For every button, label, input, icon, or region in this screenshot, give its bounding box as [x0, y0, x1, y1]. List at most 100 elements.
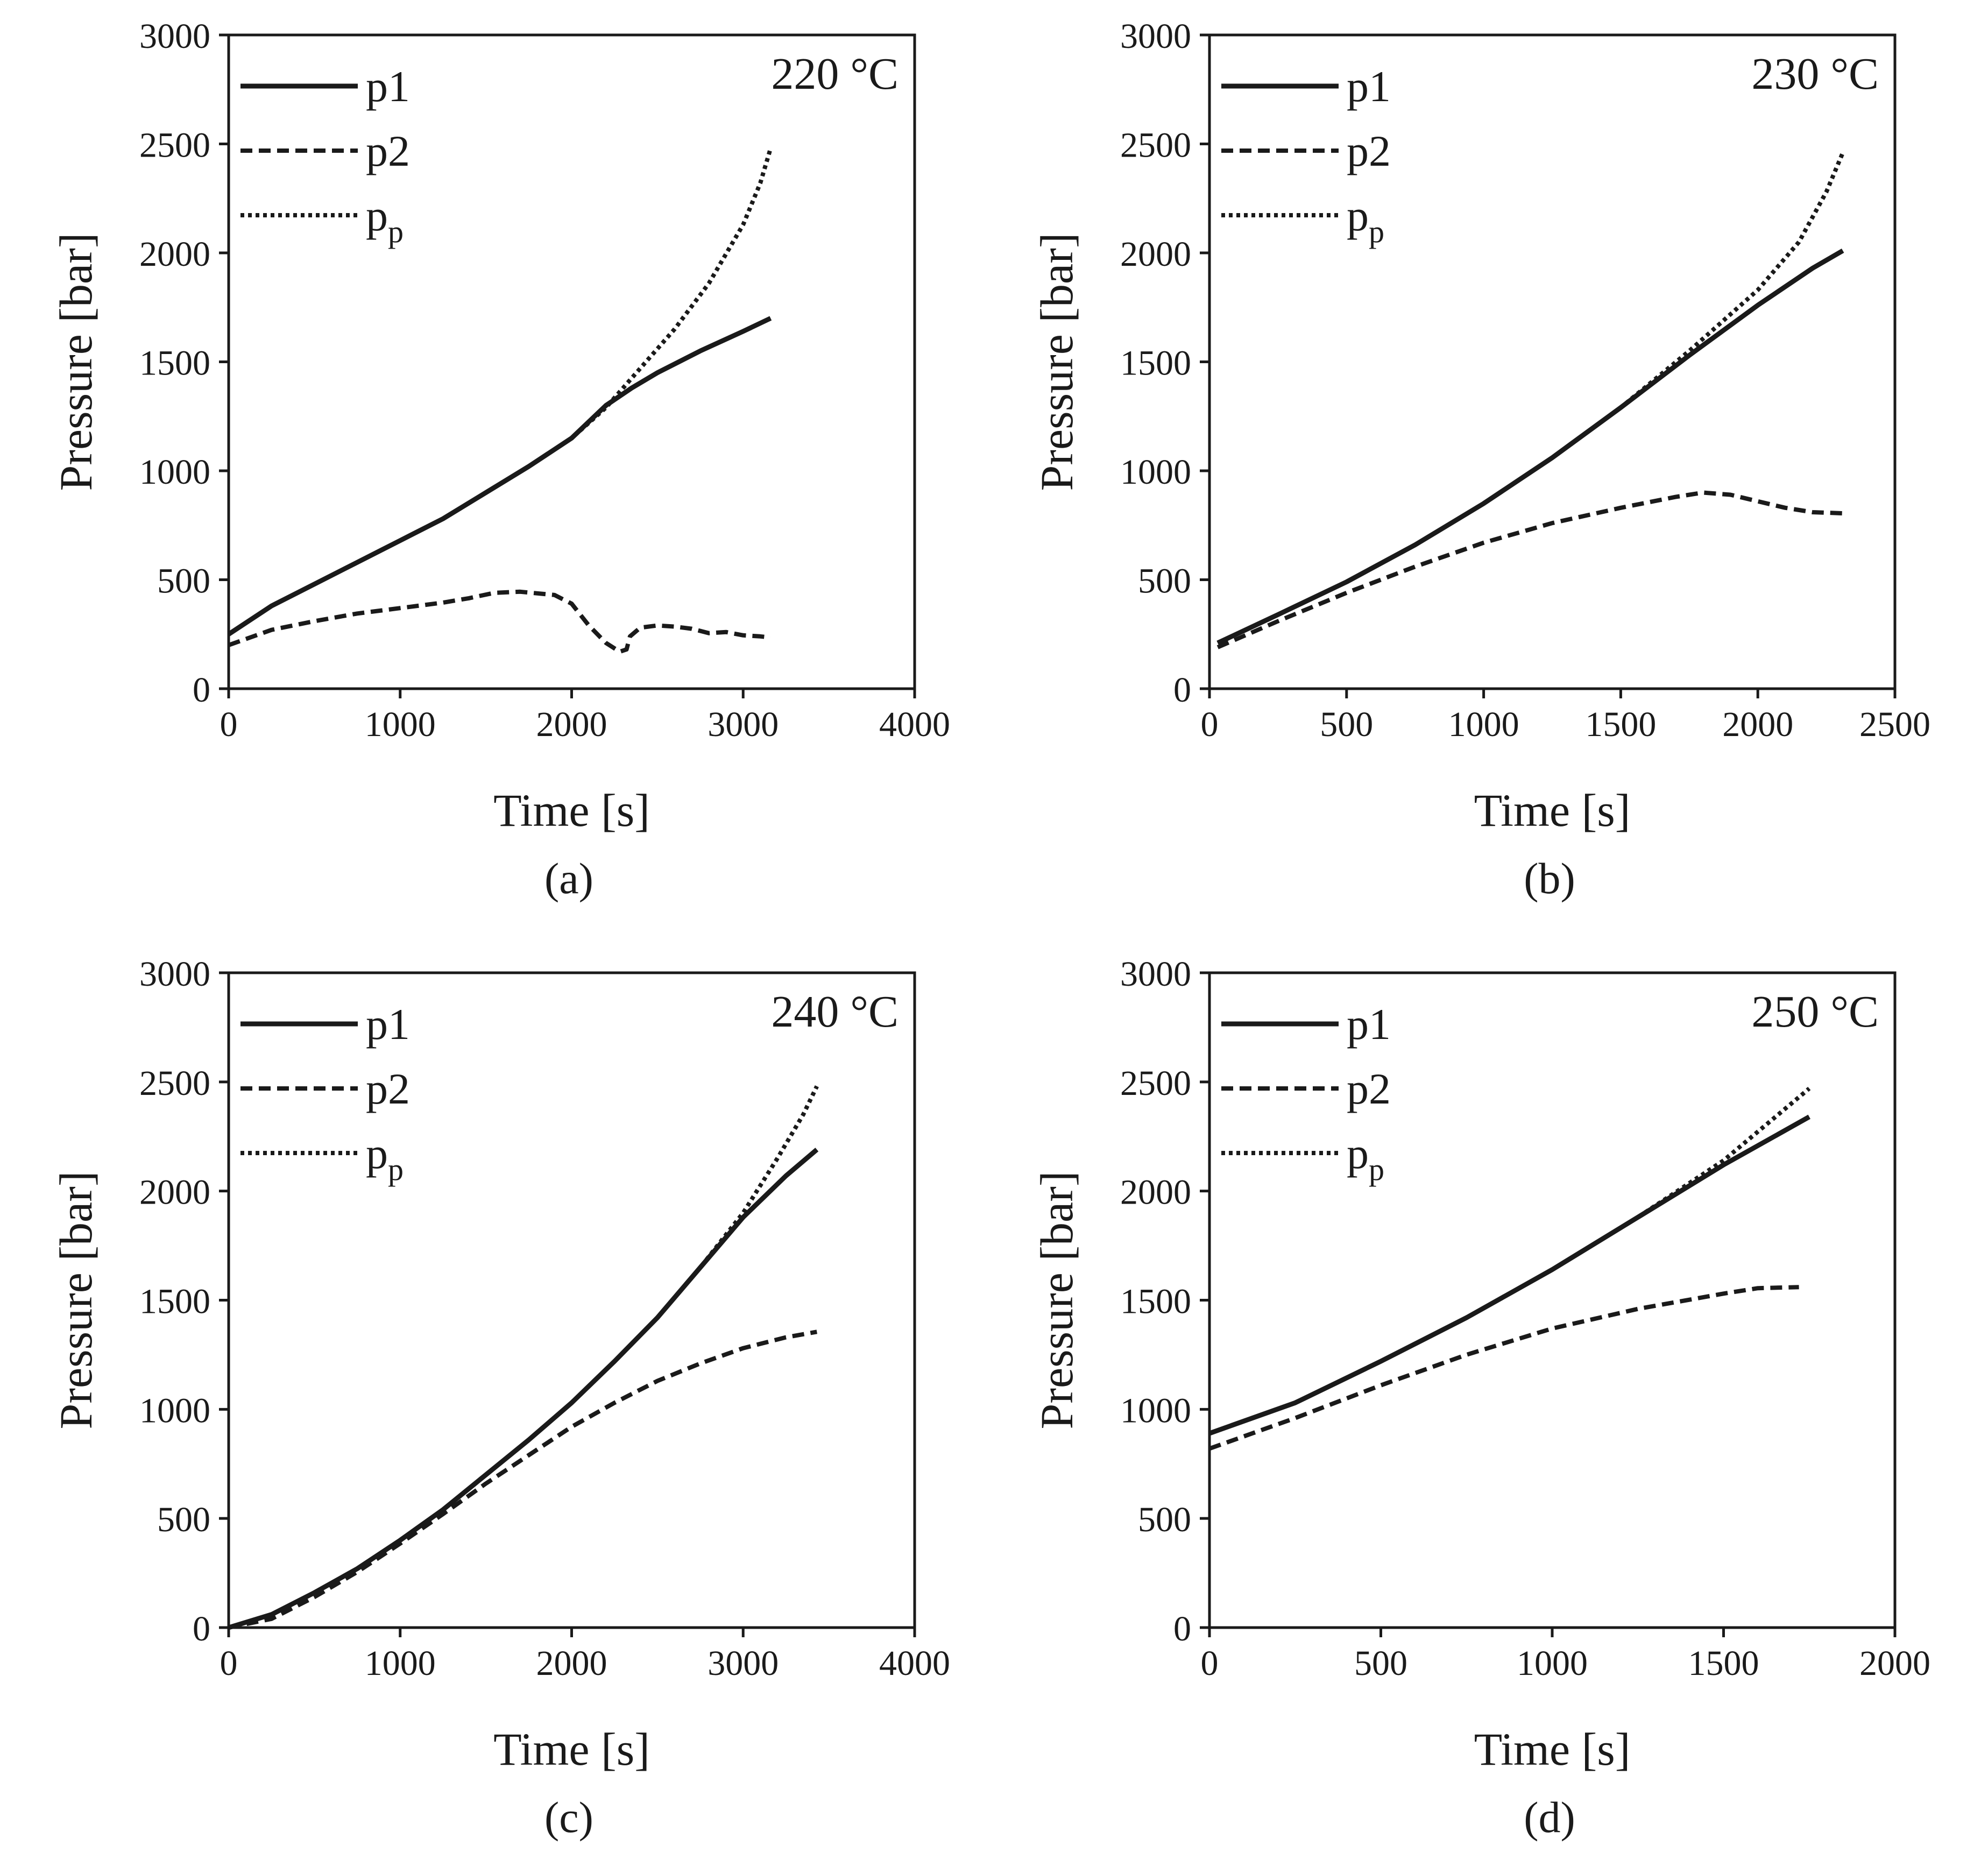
y-axis-title: Pressure [bar] — [1031, 233, 1083, 491]
legend-label-subscript: p — [1369, 1152, 1384, 1187]
x-tick-label: 0 — [220, 705, 238, 744]
series-line-p2 — [1208, 1285, 1799, 1451]
x-tick-label: 1000 — [1448, 705, 1519, 744]
legend-label: p2 — [366, 1064, 410, 1113]
y-tick-label: 3000 — [139, 954, 210, 994]
y-tick-label: 1500 — [1120, 1282, 1191, 1321]
y-axis-title: Pressure [bar] — [1031, 1171, 1083, 1430]
panel-caption: (b) — [1524, 854, 1575, 903]
legend-label: pp — [366, 1129, 404, 1187]
y-tick-label: 2000 — [1120, 1173, 1191, 1212]
series-line-p1 — [228, 1148, 819, 1630]
series-line-pp — [1208, 1086, 1811, 1435]
x-tick-label: 2500 — [1859, 705, 1930, 744]
x-tick-label: 2000 — [1859, 1644, 1930, 1683]
y-tick-label: 1000 — [139, 1391, 210, 1430]
y-tick-label: 3000 — [139, 17, 210, 56]
series-line-pp — [228, 1085, 819, 1630]
panel-caption: (a) — [544, 854, 593, 903]
y-tick-label: 0 — [193, 670, 210, 710]
legend-label: pp — [366, 191, 404, 249]
plot-frame — [1208, 33, 1897, 690]
legend-label: p1 — [1347, 1000, 1391, 1049]
series-line-p1 — [227, 316, 772, 637]
legend-label: p1 — [366, 1000, 410, 1049]
legend-label: p1 — [1347, 62, 1391, 111]
series-line-p2 — [228, 589, 771, 654]
y-tick-label: 0 — [193, 1609, 210, 1649]
x-tick-label: 1500 — [1688, 1644, 1759, 1683]
panel-caption: (d) — [1524, 1793, 1575, 1842]
y-tick-label: 500 — [157, 1500, 210, 1539]
y-tick-label: 3000 — [1120, 17, 1191, 56]
plot-frame — [227, 971, 916, 1629]
x-axis-title: Time [s] — [493, 1723, 650, 1775]
legend-label-main: p2 — [366, 126, 410, 175]
legend-label-subscript: p — [388, 1152, 404, 1187]
y-tick-label: 3000 — [1120, 954, 1191, 994]
legend-label-main: p1 — [1347, 62, 1391, 111]
x-tick-label: 1000 — [1517, 1644, 1588, 1683]
y-tick-label: 2500 — [139, 126, 210, 165]
x-tick-label: 500 — [1320, 705, 1373, 744]
y-tick-label: 1000 — [1120, 452, 1191, 492]
temperature-label: 230 °C — [1751, 49, 1879, 99]
x-tick-label: 0 — [1201, 705, 1219, 744]
temperature-label: 240 °C — [771, 987, 899, 1037]
x-tick-label: 0 — [220, 1644, 238, 1683]
y-tick-label: 2000 — [139, 1173, 210, 1212]
y-tick-label: 500 — [157, 562, 210, 601]
y-tick-label: 1500 — [139, 344, 210, 383]
chart-panel-3: 0 1000 2000 3000 4000 0 500 1000 1500 2000 2500 300… — [50, 954, 950, 1775]
legend-label-main: p — [366, 191, 388, 240]
y-tick-label: 2500 — [1120, 126, 1191, 165]
legend-label: pp — [1347, 1129, 1384, 1187]
y-tick-label: 1000 — [1120, 1391, 1191, 1430]
x-tick-label: 1000 — [365, 705, 436, 744]
plot-frame — [1208, 971, 1897, 1629]
legend-label-main: p1 — [366, 1000, 410, 1049]
y-axis-title: Pressure [bar] — [50, 233, 102, 491]
x-tick-label: 3000 — [708, 1644, 779, 1683]
legend-label-subscript: p — [388, 214, 404, 249]
legend-label: p2 — [366, 126, 410, 175]
legend-label-main: p2 — [1347, 126, 1391, 175]
x-axis-title: Time [s] — [493, 784, 650, 836]
y-tick-label: 500 — [1138, 1500, 1191, 1539]
y-tick-label: 2500 — [1120, 1064, 1191, 1103]
chart-panel-1: 0 1000 2000 3000 4000 0 500 1000 1500 2000 2500 300… — [50, 17, 950, 836]
legend-label-main: p — [1347, 191, 1369, 240]
legend-label-main: p1 — [366, 62, 410, 111]
series-line-p2 — [228, 1329, 817, 1630]
x-axis-title: Time [s] — [1474, 784, 1631, 836]
x-tick-label: 1500 — [1585, 705, 1656, 744]
legend-label-main: p1 — [1347, 1000, 1391, 1049]
y-tick-label: 1500 — [139, 1282, 210, 1321]
chart-panel-4: 0 500 1000 1500 2000 0 500 1000 1500 2000 2500 3000… — [1031, 954, 1930, 1775]
y-tick-label: 0 — [1173, 670, 1191, 710]
legend-label: pp — [1347, 191, 1384, 249]
panel-caption: (c) — [544, 1793, 593, 1842]
series-line-pp — [1216, 152, 1845, 645]
y-tick-label: 2500 — [139, 1064, 210, 1103]
series-line-pp — [227, 147, 773, 637]
x-tick-label: 1000 — [365, 1644, 436, 1683]
y-tick-label: 2000 — [139, 235, 210, 274]
temperature-label: 220 °C — [771, 49, 899, 99]
series-line-p2 — [1216, 490, 1843, 649]
series-line-p1 — [1216, 249, 1844, 646]
legend-label: p2 — [1347, 1064, 1391, 1113]
legend-label-main: p2 — [1347, 1064, 1391, 1113]
legend-label: p2 — [1347, 126, 1391, 175]
y-tick-label: 1500 — [1120, 344, 1191, 383]
y-axis-title: Pressure [bar] — [50, 1171, 102, 1430]
x-tick-label: 2000 — [536, 705, 607, 744]
legend-label-main: p — [366, 1129, 388, 1178]
x-tick-label: 2000 — [1722, 705, 1793, 744]
legend-label-main: p — [1347, 1129, 1369, 1178]
y-tick-label: 500 — [1138, 562, 1191, 601]
x-tick-label: 500 — [1354, 1644, 1407, 1683]
y-tick-label: 0 — [1173, 1609, 1191, 1649]
chart-panel-2: 0 500 1000 1500 2000 2500 0 500 1000 1500 2000 2500… — [1031, 17, 1930, 836]
x-axis-title: Time [s] — [1474, 1723, 1631, 1775]
